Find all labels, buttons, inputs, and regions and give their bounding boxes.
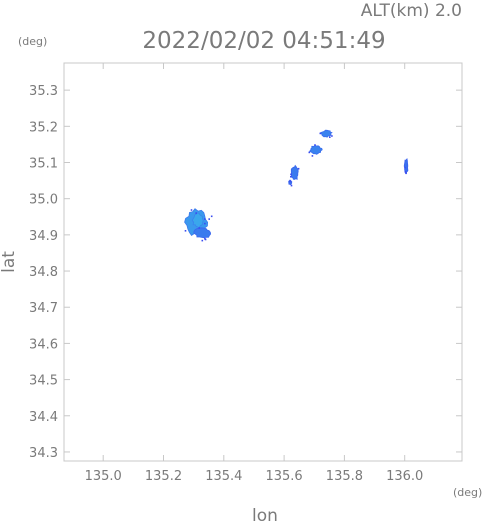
echo-ne-4-speckle [289, 180, 291, 182]
y-tick-label: 34.3 [29, 446, 58, 461]
echo-main-speckle [190, 209, 193, 211]
y-tick-label: 34.6 [29, 337, 58, 352]
echo-main-core-speckle [204, 222, 206, 225]
x-tick-label: 135.2 [145, 469, 182, 484]
echo-ne-1-speckle [331, 135, 333, 137]
echo-east-speckle [404, 171, 407, 173]
plot-frame [63, 62, 463, 462]
y-tick-label: 34.8 [29, 265, 58, 280]
y-tick-label: 34.9 [29, 229, 58, 244]
echo-east-speckle [405, 172, 407, 175]
echo-ne-3-speckle [290, 175, 292, 178]
echo-layer [184, 129, 409, 242]
echo-main-speckle [184, 230, 187, 232]
x-tick-label: 135.6 [265, 469, 302, 484]
x-tick-label: 135.0 [85, 469, 122, 484]
echo-east-speckle [404, 166, 406, 169]
timestamp-title: 2022/02/02 04:51:49 [142, 28, 385, 54]
echo-main-speckle [208, 218, 210, 220]
echo-east [403, 158, 409, 174]
x-unit-label: (deg) [453, 486, 482, 499]
echo-main-speckle [210, 215, 213, 218]
echo-main-tail [193, 227, 212, 239]
echo-main-core [191, 212, 204, 229]
x-tick-label: 136.0 [386, 469, 423, 484]
echo-main-core-speckle [195, 212, 197, 214]
echo-ne-4-speckle [290, 184, 293, 187]
axis-layer: 135.0 135.2 135.4 135.6 135.8 136.0 34.3 34.4 34… [29, 62, 463, 484]
echo-ne-3-speckle [290, 173, 292, 176]
echo-main-tail-speckle [198, 227, 201, 229]
y-axis-title: lat [0, 251, 19, 273]
echo-ne-1-speckle [319, 132, 322, 135]
echo-ne-3-speckle [297, 167, 300, 170]
echo-ne-1-speckle [329, 136, 331, 138]
y-tick-label: 34.5 [29, 374, 58, 389]
y-tick-label: 34.7 [29, 301, 58, 316]
y-tick-label: 35.0 [29, 193, 58, 208]
echo-ne-3 [290, 164, 299, 180]
altitude-label: ALT(km) 2.0 [361, 1, 462, 21]
echo-ne-2 [309, 145, 323, 155]
echo-ne-2-speckle [311, 155, 314, 157]
x-tick-label: 135.4 [205, 469, 242, 484]
echo-ne-2-speckle [314, 144, 316, 146]
y-tick-label: 34.4 [29, 410, 58, 425]
x-tick-label: 135.8 [326, 469, 363, 484]
echo-main-tail-speckle [201, 239, 204, 242]
echo-ne-1 [320, 129, 333, 138]
echo-ne-2-speckle [308, 151, 311, 154]
echo-main-tail-speckle [204, 238, 207, 241]
y-tick-label: 35.1 [29, 157, 58, 172]
y-tick-label: 35.2 [29, 120, 58, 135]
y-unit-label: (deg) [18, 35, 47, 48]
y-tick-label: 35.3 [29, 84, 58, 99]
echo-main-core-speckle [204, 218, 206, 220]
x-axis-title: lon [252, 506, 278, 521]
